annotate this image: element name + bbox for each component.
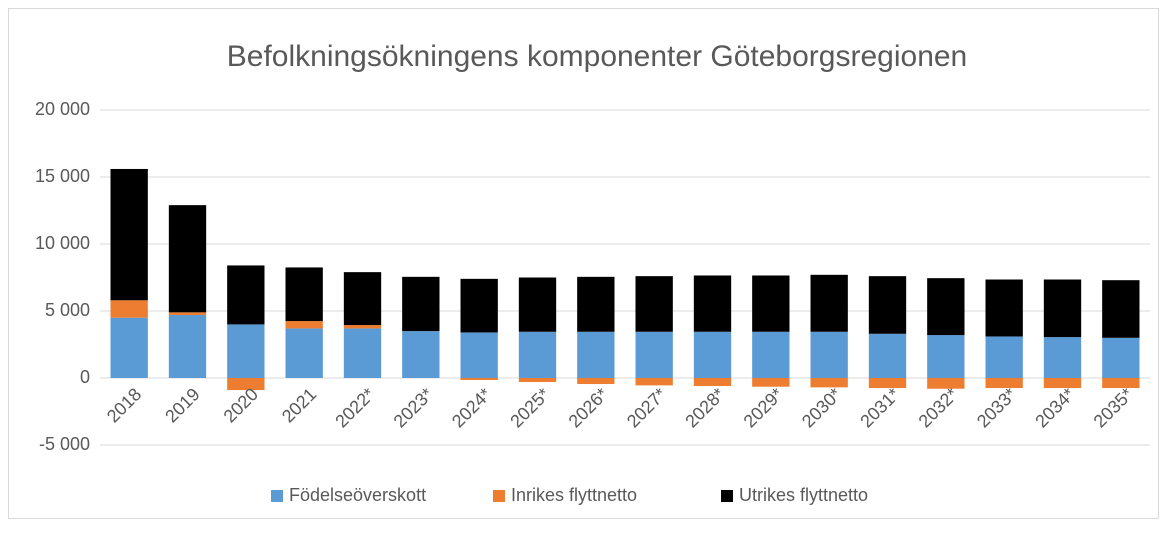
bar [518, 277, 557, 332]
bar [1043, 337, 1082, 378]
bar [577, 276, 615, 332]
bar [927, 378, 965, 389]
y-tick-label: 20 000 [35, 99, 90, 119]
legend-swatch [721, 490, 733, 502]
bar [460, 378, 498, 381]
bar [985, 378, 1023, 389]
bar [868, 333, 907, 378]
bar [518, 378, 557, 383]
bar [402, 331, 440, 378]
chart-title: Befolkningsökningens komponenter Götebor… [227, 40, 968, 73]
bar [693, 331, 732, 378]
y-tick-label: -5 000 [39, 434, 90, 454]
bar [1102, 337, 1140, 378]
bar [810, 331, 848, 378]
bar [110, 168, 148, 301]
bar [1043, 279, 1082, 338]
bar [868, 276, 907, 334]
bar [693, 378, 732, 387]
bar [1102, 280, 1140, 338]
bar [168, 312, 207, 316]
legend-label: Inrikes flyttnetto [511, 485, 637, 505]
legend-label: Födelseöverskott [289, 485, 426, 505]
bar [985, 336, 1023, 378]
y-tick-label: 10 000 [35, 233, 90, 253]
bar [343, 328, 382, 378]
bar [810, 274, 848, 332]
bar [227, 378, 265, 391]
bar [285, 321, 323, 329]
bar [635, 378, 673, 386]
bar [868, 378, 907, 389]
bar [810, 378, 848, 388]
bar [1043, 378, 1082, 389]
bar [285, 267, 323, 322]
bar [752, 275, 790, 332]
bar [227, 265, 265, 325]
bar [343, 272, 382, 326]
bar [518, 331, 557, 378]
bar [460, 332, 498, 378]
bar [635, 331, 673, 378]
y-tick-label: 15 000 [35, 166, 90, 186]
bar [343, 325, 382, 329]
bar [168, 205, 207, 313]
bar [985, 279, 1023, 337]
bar [227, 324, 265, 378]
legend-swatch [271, 490, 283, 502]
y-tick-label: 5 000 [45, 300, 90, 320]
bar [635, 276, 673, 332]
bar [752, 378, 790, 387]
bar [285, 328, 323, 378]
bar [927, 335, 965, 378]
legend-swatch [493, 490, 505, 502]
bar [927, 278, 965, 336]
legend-label: Utrikes flyttnetto [739, 485, 868, 505]
bar [402, 276, 440, 332]
bar [168, 315, 207, 378]
bar [577, 331, 615, 378]
bar [693, 275, 732, 332]
bar [752, 331, 790, 378]
bar [460, 278, 498, 333]
bar [577, 378, 615, 385]
bar [110, 300, 148, 318]
bar [1102, 378, 1140, 389]
bar [110, 317, 148, 378]
y-tick-label: 0 [80, 367, 90, 387]
